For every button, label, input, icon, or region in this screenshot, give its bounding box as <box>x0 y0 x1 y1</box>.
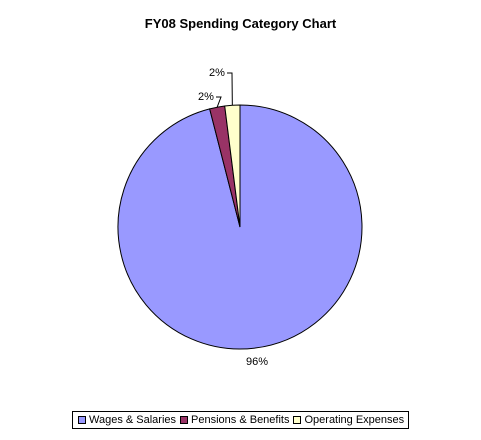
data-label-pensions: 2% <box>198 91 214 103</box>
legend-item-wages: Wages & Salaries <box>78 414 176 426</box>
leader-line-operating <box>227 72 233 106</box>
leader-line-pensions <box>216 96 222 108</box>
data-label-wages: 96% <box>246 356 268 368</box>
label-leader-lines <box>216 72 233 108</box>
legend-label-pensions: Pensions & Benefits <box>191 414 290 426</box>
legend-item-pensions: Pensions & Benefits <box>180 414 289 426</box>
legend-item-operating: Operating Expenses <box>293 414 404 426</box>
data-labels: 96% 2% 2% <box>198 67 268 368</box>
data-label-operating: 2% <box>209 67 225 79</box>
pie-slices <box>117 104 363 350</box>
legend-swatch-wages <box>78 416 86 424</box>
pie-chart: 96% 2% 2% <box>117 67 363 368</box>
legend-label-wages: Wages & Salaries <box>89 414 177 426</box>
legend-swatch-operating <box>293 416 302 424</box>
legend-label-operating: Operating Expenses <box>304 414 405 426</box>
legend-swatch-pensions <box>180 416 189 424</box>
chart-title: FY08 Spending Category Chart <box>144 16 337 31</box>
legend: Wages & Salaries Pensions & Benefits Ope… <box>72 411 409 429</box>
